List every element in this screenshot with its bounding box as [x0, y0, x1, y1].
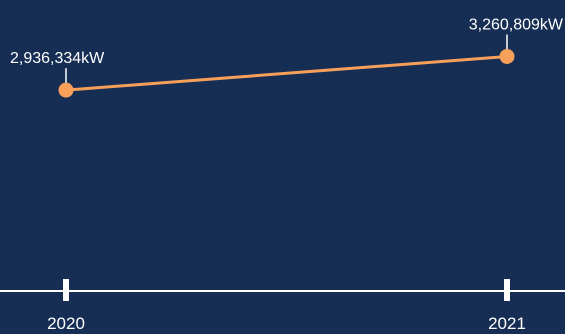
x-tick-2021 — [504, 279, 510, 301]
data-label-2021: 3,260,809kW — [469, 16, 564, 33]
x-tick-label-2021: 2021 — [488, 314, 526, 333]
data-point-2021 — [499, 48, 515, 64]
x-tick-label-2020: 2020 — [47, 314, 85, 333]
x-tick-2020 — [63, 279, 69, 301]
data-label-2020: 2,936,334kW — [10, 50, 105, 67]
series-line — [65, 54, 508, 92]
data-point-2020 — [58, 82, 74, 98]
